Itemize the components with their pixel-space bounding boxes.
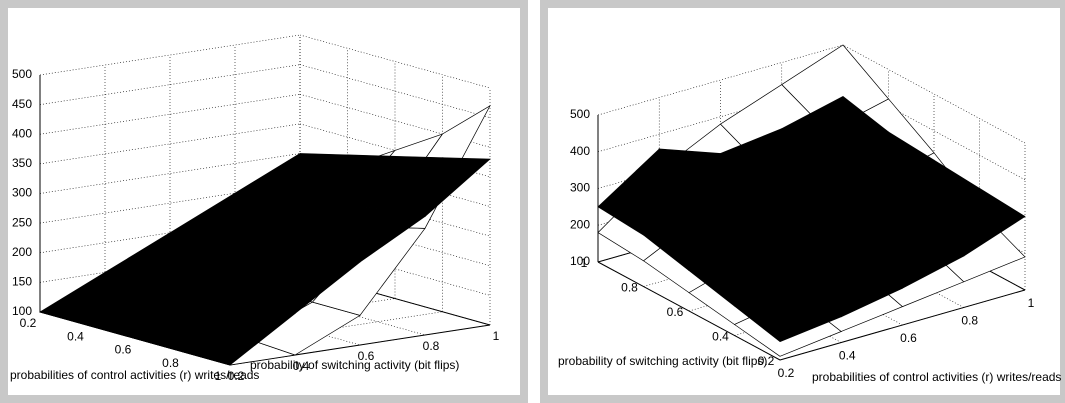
y-axis-label: probability of switching activity (bit f…	[558, 354, 767, 368]
grid-line	[182, 311, 443, 353]
axis-edge	[779, 289, 1026, 361]
surface-patch	[781, 44, 890, 132]
y-tick-label: 0.6	[667, 305, 684, 319]
y-tick-label: 0.4	[293, 359, 310, 373]
x-tick-label: 0.2	[20, 316, 37, 330]
z-tick-label: 450	[12, 97, 32, 111]
x-tick-label: 0.4	[67, 329, 84, 343]
chart: 100 200 300 400 500 0.2 0.4 0.6 0.8 1 0.2 0.4 0.6 0.8…	[548, 8, 1061, 395]
surface-patch	[781, 96, 890, 161]
x-tick-label: 1	[1028, 296, 1035, 310]
x-tick-label: 0.8	[162, 356, 179, 370]
x-axis-label: probabilities of control activities (r) …	[812, 370, 1061, 384]
grid-line	[597, 81, 844, 153]
grid-line	[39, 123, 301, 165]
x-tick-label: 0.6	[900, 331, 917, 345]
y-tick-label: 0.4	[712, 330, 729, 344]
chart: 100 150 200 250 300 350 400 450 500 0.2 0.4 0.6 0.8 1…	[8, 8, 520, 395]
y-tick-label: 0.2	[758, 354, 775, 368]
grid-line	[39, 153, 301, 194]
x-tick-label: 0.6	[115, 343, 132, 357]
y-tick-label: 0.8	[423, 339, 440, 353]
z-tick-label: 250	[12, 215, 32, 229]
panel: 100 150 200 250 300 350 400 450 500 0.2 0.4 0.6 0.8 1…	[0, 0, 528, 403]
z-tick-label: 350	[12, 156, 32, 170]
x-tick-label: 0.4	[839, 349, 856, 363]
z-tick-label: 150	[12, 275, 32, 289]
y-axis-label: probability of switching activity (bit f…	[250, 358, 459, 372]
x-tick-label: 1	[215, 369, 222, 383]
z-tick-label: 100	[570, 254, 590, 268]
x-tick-label: 0.8	[961, 314, 978, 328]
z-tick-label: 200	[570, 217, 590, 231]
y-tick-label: 0.6	[358, 349, 375, 363]
z-tick-label: 400	[12, 126, 32, 140]
z-tick-label: 300	[12, 186, 32, 200]
grid-line	[39, 93, 301, 135]
z-tick-label: 300	[570, 181, 590, 195]
axis-edge	[597, 261, 781, 361]
x-tick-label: 0.2	[778, 366, 795, 380]
z-tick-label: 200	[12, 245, 32, 259]
y-tick-label: 0.2	[228, 369, 245, 383]
z-tick-label: 500	[570, 107, 590, 121]
y-tick-label: 0.8	[621, 281, 638, 295]
grid-line	[39, 34, 301, 76]
x-axis-label: probabilities of control activities (r) …	[10, 368, 259, 382]
panel: 100 200 300 400 500 0.2 0.4 0.6 0.8 1 0.2 0.4 0.6 0.8…	[540, 0, 1065, 403]
z-tick-label: 500	[12, 67, 32, 81]
y-tick-label: 1	[493, 329, 500, 343]
grid-line	[597, 44, 844, 116]
z-tick-label: 100	[12, 304, 32, 318]
surface-patch	[376, 157, 491, 217]
grid-line	[39, 64, 301, 105]
y-tick-label: 1	[581, 256, 588, 270]
z-tick-label: 400	[570, 144, 590, 158]
